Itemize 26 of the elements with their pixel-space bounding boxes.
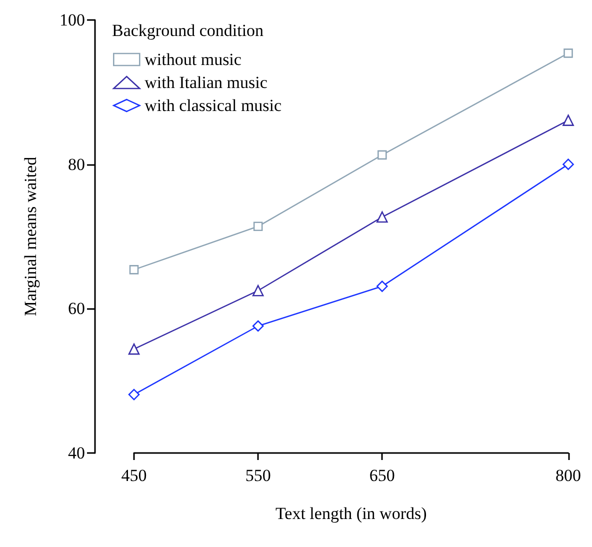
x-tick-label: 650 — [369, 466, 395, 485]
y-tick-label: 40 — [68, 444, 85, 462]
x-tick-label: 550 — [245, 466, 271, 485]
point — [377, 150, 387, 160]
point — [562, 114, 574, 126]
point — [376, 280, 388, 292]
point — [252, 320, 264, 332]
x-tick-label: 450 — [121, 466, 147, 485]
point — [252, 284, 264, 296]
legend-label: without music — [144, 50, 242, 69]
legend-label: with classical music — [144, 96, 282, 115]
y-tick-label: 60 — [68, 299, 85, 318]
y-axis-title: Marginal means waited — [21, 156, 40, 316]
point — [562, 158, 574, 170]
point — [253, 222, 263, 232]
point — [129, 265, 139, 274]
x-axis-title: Text length (in words) — [275, 504, 427, 523]
legend-title: Background condition — [112, 21, 264, 40]
x-tick-label: 800 — [556, 466, 581, 485]
point — [564, 48, 573, 58]
y-tick-label: 100 — [60, 10, 85, 30]
point — [128, 343, 140, 355]
point — [376, 211, 388, 223]
legend-label: with Italian music — [144, 73, 268, 92]
point — [128, 388, 140, 400]
y-tick-label: 80 — [68, 154, 85, 174]
